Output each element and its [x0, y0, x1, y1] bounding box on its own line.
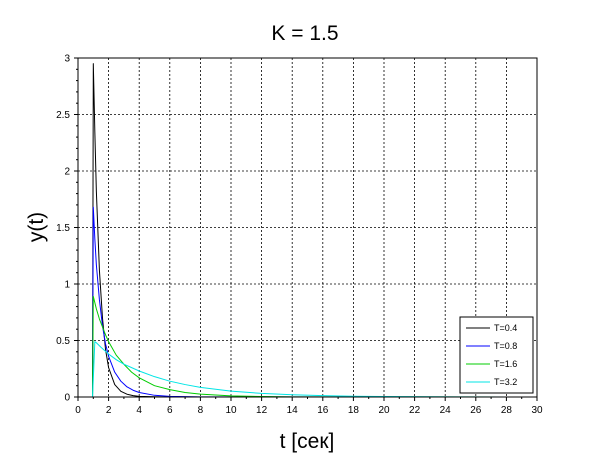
y-tick-label: 1.5 — [56, 223, 70, 234]
plot-frame — [77, 57, 538, 398]
y-axis-label: y(t) — [25, 212, 48, 242]
x-tick-label: 22 — [409, 405, 421, 416]
y-tick-label: 1 — [64, 280, 70, 291]
x-tick-label: 6 — [167, 405, 173, 416]
legend-label: T=0.8 — [494, 341, 517, 351]
legend-box — [459, 316, 534, 394]
series-line-T=1.6 — [78, 295, 538, 398]
y-tick-label: 0 — [64, 393, 70, 404]
y-tick-label: 2 — [64, 167, 70, 178]
x-tick-label: 20 — [378, 405, 390, 416]
x-tick-label: 8 — [198, 405, 204, 416]
x-tick-label: 2 — [106, 405, 112, 416]
series-line-T=0.8 — [78, 206, 538, 398]
x-tick-label: 30 — [531, 405, 543, 416]
y-tick-label: 0.5 — [56, 336, 70, 347]
x-axis-label: t [сек] — [280, 430, 335, 453]
y-tick-labels: 0 0.5 1 1.5 2 2.5 3 — [56, 54, 78, 404]
x-tick-label: 14 — [287, 405, 299, 416]
x-tick-label: 28 — [501, 405, 513, 416]
x-tick-label: 18 — [348, 405, 360, 416]
legend-label: T=0.4 — [494, 323, 517, 333]
legend: T=0.4 T=0.8 T=1.6 T=3.2 — [459, 316, 534, 394]
y-tick-label: 3 — [64, 54, 70, 65]
x-tick-labels: 0 2 4 6 8 10 12 14 16 18 20 22 24 26 28 30 — [75, 397, 543, 416]
grid — [78, 58, 537, 397]
chart-title: K = 1.5 — [271, 22, 338, 45]
x-tick-label: 12 — [256, 405, 268, 416]
x-tick-label: 0 — [75, 405, 81, 416]
legend-label: T=3.2 — [494, 377, 517, 387]
y-tick-label: 2.5 — [56, 110, 70, 121]
x-tick-label: 24 — [440, 405, 452, 416]
x-tick-label: 16 — [317, 405, 329, 416]
legend-label: T=1.6 — [494, 359, 517, 369]
x-tick-label: 4 — [136, 405, 142, 416]
x-tick-label: 26 — [470, 405, 482, 416]
series-line-T=3.2 — [78, 341, 538, 398]
x-tick-label: 10 — [225, 405, 237, 416]
